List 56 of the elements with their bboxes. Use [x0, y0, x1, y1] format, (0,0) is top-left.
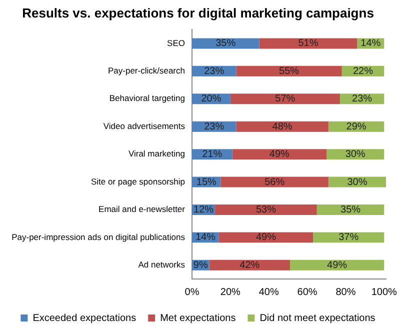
data-label: 23% [352, 94, 372, 105]
data-label: 9% [193, 260, 208, 271]
y-tick-label: Pay-per-impression ads on digital publications [12, 232, 185, 242]
data-label: 53% [256, 204, 276, 216]
legend-label: Did not meet expectations [260, 312, 376, 324]
bar [236, 66, 342, 76]
data-label: 49% [327, 260, 348, 271]
data-label: 23% [204, 66, 224, 77]
data-label: 35% [216, 38, 236, 50]
y-tick-label: Pay-per-click/search [108, 66, 186, 76]
data-label: 56% [264, 176, 285, 188]
data-label: 12% [194, 204, 214, 216]
data-label: 15% [196, 176, 217, 188]
y-tick-label: SEO [167, 38, 186, 48]
data-label: 37% [338, 232, 359, 244]
y-tick-label: Behavioral targeting [109, 93, 186, 104]
data-label: 23% [204, 121, 224, 132]
data-label: 49% [256, 232, 276, 244]
data-label: 29% [346, 121, 366, 132]
y-tick-label: Viral marketing [128, 148, 186, 159]
y-tick-label: Site or page sponsorship [90, 176, 186, 186]
bar [218, 232, 314, 243]
data-label: 49% [269, 149, 290, 160]
y-tick-label: Email and e-newsletter [98, 204, 186, 214]
x-tick-label: 100% [371, 286, 398, 298]
legend-label: Met expectations [160, 312, 236, 324]
data-label: 57% [275, 94, 296, 105]
data-label: 30% [347, 176, 368, 188]
data-label: 14% [360, 38, 381, 50]
bar [215, 204, 317, 215]
data-label: 21% [202, 149, 222, 160]
x-tick-label: 80% [336, 286, 356, 298]
data-label: 48% [272, 121, 292, 132]
y-tick-label: Ad networks [138, 259, 185, 270]
data-label: 20% [201, 94, 222, 105]
data-label: 51% [298, 38, 318, 50]
bar [313, 232, 384, 243]
data-label: 55% [279, 66, 300, 77]
x-tick-label: 40% [258, 286, 279, 298]
bar [259, 38, 358, 49]
bar [209, 260, 290, 270]
bar [232, 149, 326, 160]
y-tick-label: Video advertisements [103, 120, 185, 131]
bar [290, 260, 384, 270]
chart-title: Results vs. expectations for digital marketing campaigns [22, 5, 374, 20]
data-label: 42% [240, 260, 260, 271]
bar [236, 121, 328, 132]
x-tick-label: 0% [184, 286, 200, 298]
data-label: 30% [345, 149, 366, 160]
x-tick-label: 60% [297, 286, 318, 298]
data-label: 14% [195, 232, 216, 244]
x-tick-label: 20% [220, 286, 241, 298]
bar [230, 94, 340, 104]
data-label: 35% [340, 204, 361, 216]
data-label: 22% [352, 66, 374, 77]
legend-label: Exceeded expectations [32, 312, 136, 324]
